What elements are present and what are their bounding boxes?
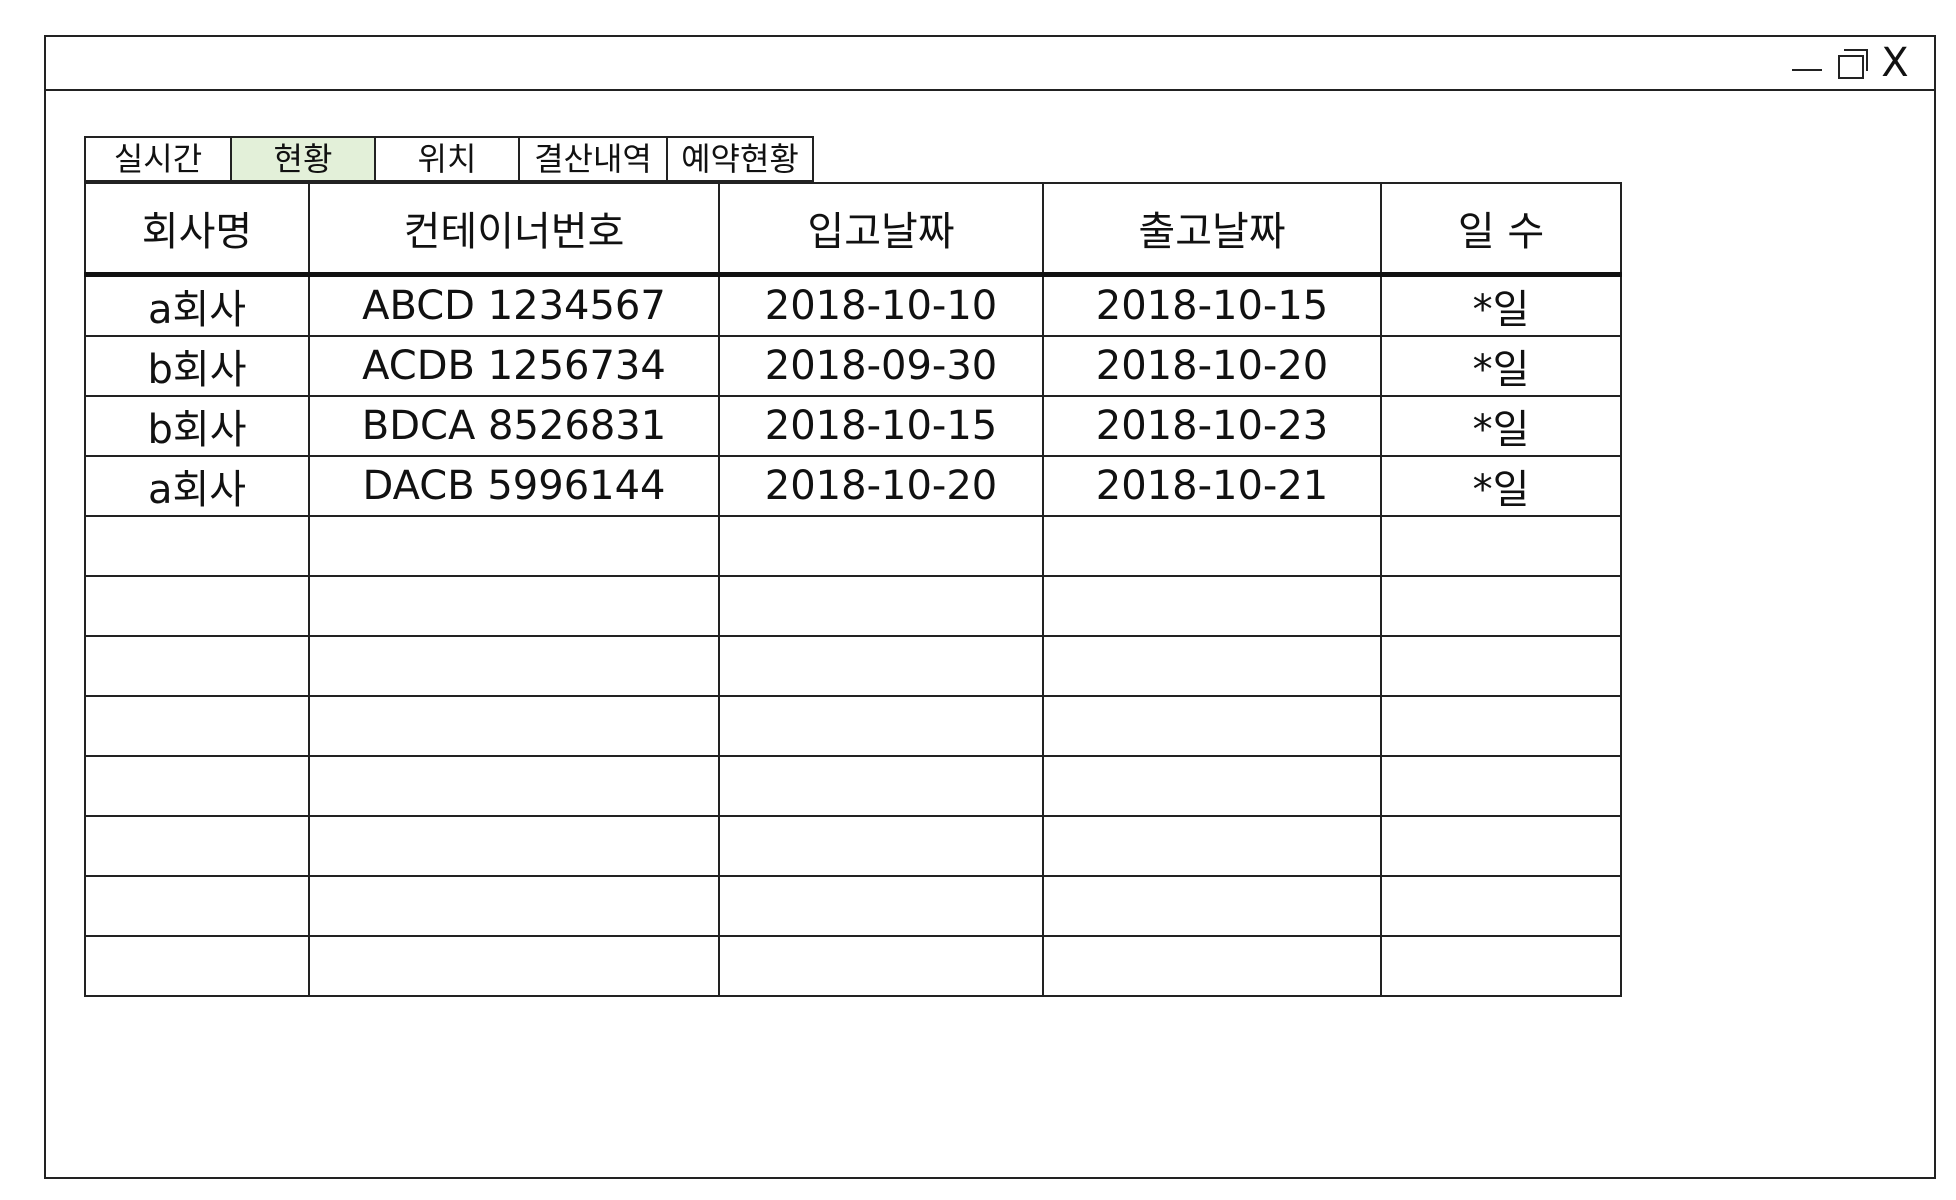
empty-cell <box>1380 575 1622 637</box>
column-header-days[interactable]: 일 수 <box>1380 182 1622 277</box>
empty-cell <box>308 635 720 697</box>
empty-table-row[interactable] <box>84 875 1622 937</box>
cell-out-date: 2018-10-21 <box>1042 455 1382 517</box>
tab-bar: 실시간 현황 위치 결산내역 예약현황 <box>84 134 814 182</box>
empty-cell <box>718 695 1044 757</box>
cell-in-date: 2018-10-10 <box>718 273 1044 337</box>
tab-status[interactable]: 현황 <box>230 136 376 182</box>
empty-cell <box>718 755 1044 817</box>
empty-cell <box>1380 755 1622 817</box>
empty-cell <box>308 935 720 997</box>
maximize-icon[interactable] <box>1834 43 1868 83</box>
column-header-in-date[interactable]: 입고날짜 <box>718 182 1044 277</box>
empty-cell <box>84 575 310 637</box>
column-header-company[interactable]: 회사명 <box>84 182 310 277</box>
empty-cell <box>84 635 310 697</box>
empty-cell <box>84 695 310 757</box>
table-row[interactable]: a회사 ABCD 1234567 2018-10-10 2018-10-15 *… <box>84 273 1622 337</box>
cell-days: *일 <box>1380 273 1622 337</box>
empty-cell <box>718 575 1044 637</box>
cell-out-date: 2018-10-15 <box>1042 273 1382 337</box>
empty-cell <box>308 755 720 817</box>
minimize-icon[interactable] <box>1790 43 1824 83</box>
table-row[interactable]: b회사 ACDB 1256734 2018-09-30 2018-10-20 *… <box>84 335 1622 397</box>
cell-company: a회사 <box>84 455 310 517</box>
empty-cell <box>718 635 1044 697</box>
tab-settlement[interactable]: 결산내역 <box>518 136 668 182</box>
empty-cell <box>1042 755 1382 817</box>
cell-container-number: BDCA 8526831 <box>308 395 720 457</box>
empty-cell <box>308 695 720 757</box>
tab-realtime[interactable]: 실시간 <box>84 136 232 182</box>
cell-container-number: ABCD 1234567 <box>308 273 720 337</box>
table-row[interactable]: a회사 DACB 5996144 2018-10-20 2018-10-21 *… <box>84 455 1622 517</box>
empty-cell <box>718 935 1044 997</box>
cell-out-date: 2018-10-23 <box>1042 395 1382 457</box>
tab-location[interactable]: 위치 <box>374 136 520 182</box>
title-bar: X <box>46 37 1934 91</box>
empty-cell <box>308 515 720 577</box>
empty-cell <box>84 755 310 817</box>
column-header-container-number[interactable]: 컨테이너번호 <box>308 182 720 277</box>
empty-table-row[interactable] <box>84 695 1622 757</box>
cell-container-number: DACB 5996144 <box>308 455 720 517</box>
empty-table-row[interactable] <box>84 575 1622 637</box>
empty-table-row[interactable] <box>84 515 1622 577</box>
table-row[interactable]: b회사 BDCA 8526831 2018-10-15 2018-10-23 *… <box>84 395 1622 457</box>
empty-cell <box>1042 815 1382 877</box>
empty-cell <box>84 515 310 577</box>
empty-cell <box>1380 695 1622 757</box>
cell-out-date: 2018-10-20 <box>1042 335 1382 397</box>
cell-in-date: 2018-10-15 <box>718 395 1044 457</box>
tab-reservation-status[interactable]: 예약현황 <box>666 136 814 182</box>
empty-cell <box>1380 935 1622 997</box>
cell-company: a회사 <box>84 273 310 337</box>
empty-cell <box>718 815 1044 877</box>
empty-cell <box>1042 695 1382 757</box>
empty-cell <box>1380 515 1622 577</box>
empty-table-row[interactable] <box>84 755 1622 817</box>
empty-cell <box>84 935 310 997</box>
empty-cell <box>1380 635 1622 697</box>
empty-cell <box>1042 575 1382 637</box>
app-window: X <box>44 35 1936 1179</box>
empty-cell <box>1380 875 1622 937</box>
empty-table-row[interactable] <box>84 935 1622 997</box>
cell-company: b회사 <box>84 335 310 397</box>
table-header-row: 회사명 컨테이너번호 입고날짜 출고날짜 일 수 <box>84 182 1622 277</box>
empty-cell <box>1380 815 1622 877</box>
empty-cell <box>718 875 1044 937</box>
close-icon[interactable]: X <box>1881 40 1909 86</box>
empty-table-row[interactable] <box>84 635 1622 697</box>
empty-cell <box>308 815 720 877</box>
cell-in-date: 2018-09-30 <box>718 335 1044 397</box>
empty-cell <box>1042 935 1382 997</box>
window-controls: X <box>1790 41 1912 85</box>
empty-cell <box>1042 635 1382 697</box>
empty-cell <box>308 575 720 637</box>
cell-container-number: ACDB 1256734 <box>308 335 720 397</box>
cell-days: *일 <box>1380 455 1622 517</box>
cell-days: *일 <box>1380 335 1622 397</box>
cell-in-date: 2018-10-20 <box>718 455 1044 517</box>
empty-cell <box>1042 875 1382 937</box>
empty-cell <box>84 875 310 937</box>
empty-table-row[interactable] <box>84 815 1622 877</box>
empty-cell <box>84 815 310 877</box>
empty-cell <box>308 875 720 937</box>
container-status-table: 회사명 컨테이너번호 입고날짜 출고날짜 일 수 a회사 ABCD 123456… <box>84 182 1622 997</box>
column-header-out-date[interactable]: 출고날짜 <box>1042 182 1382 277</box>
empty-cell <box>1042 515 1382 577</box>
cell-company: b회사 <box>84 395 310 457</box>
empty-cell <box>718 515 1044 577</box>
cell-days: *일 <box>1380 395 1622 457</box>
